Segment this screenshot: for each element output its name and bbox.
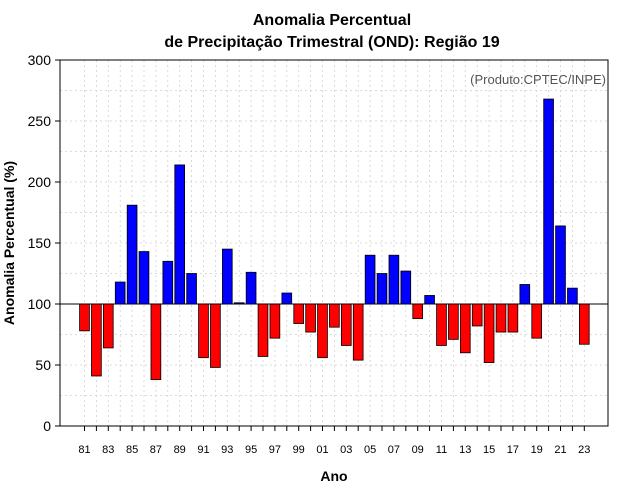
bar-06 [376,273,388,305]
bar-82 [91,303,102,377]
x-tick-label: 21 [554,444,566,456]
x-tick-label: 05 [364,444,376,456]
bar-83 [103,303,114,349]
bar-81 [79,303,90,332]
bar-15 [483,303,495,363]
bar-99 [293,303,304,324]
plot-frame [59,59,609,427]
y-tick-label: 300 [28,52,52,68]
bar-22 [567,287,578,305]
bar-13 [459,303,471,354]
x-tick-label: 15 [483,444,495,456]
bar-88 [162,260,174,305]
x-tick-label: 91 [197,444,209,456]
chart-title-line2: de Precipitação Trimestral (OND): Região… [164,34,499,51]
bar-86 [138,251,150,305]
x-tick-label: 93 [221,444,233,456]
x-tick-label: 99 [293,444,305,456]
y-axis-label: Anomalia Percentual (%) [1,161,17,325]
bar-97 [269,303,281,339]
x-tick-label: 13 [459,444,471,456]
x-tick-label: 85 [126,444,138,456]
bar-05 [364,254,376,305]
y-tick-label: 50 [35,357,51,373]
bar-96 [257,303,269,357]
bar-02 [329,303,340,328]
bar-18 [519,284,531,305]
bar-12 [448,303,459,340]
bar-93 [221,248,233,305]
bar-98 [281,292,293,305]
bar-21 [555,225,566,305]
bar-16 [495,303,507,333]
x-tick-label: 07 [388,444,400,456]
y-tick-label: 0 [43,418,51,434]
x-tick-label: 19 [531,444,543,456]
bar-92 [210,303,221,368]
bar-17 [507,303,519,333]
bar-20 [543,98,554,305]
bar-03 [340,303,352,346]
x-tick-label: 89 [174,444,186,456]
bar-95 [245,271,257,305]
bar-87 [150,303,162,381]
bar-11 [436,303,447,346]
y-axis-ticks: 0 50 100 150 200 250 300 [28,52,60,434]
bar-84 [114,281,126,305]
grid-lines [60,60,608,426]
bar-10 [424,295,435,305]
y-tick-label: 250 [28,113,52,129]
x-tick-label: 01 [316,444,328,456]
y-tick-label: 200 [28,174,52,190]
chart-title-line1: Anomalia Percentual [253,12,411,29]
x-axis-label: Ano [320,468,347,484]
bar-19 [531,303,542,339]
x-tick-label: 11 [436,444,447,456]
x-tick-label: 95 [245,444,257,456]
bar-90 [186,273,197,305]
source-note: (Produto:CPTEC/INPE) [470,72,606,87]
bar-85 [126,204,138,305]
bar-00 [305,303,316,333]
y-tick-label: 150 [28,235,52,251]
x-tick-label: 03 [340,444,352,456]
x-axis-ticks: 81 83 85 87 89 91 93 95 97 99 01 03 05 07 09 11 13 15 17 19… [78,426,590,456]
bar-01 [317,303,328,359]
bar-91 [198,303,209,359]
x-tick-label: 97 [269,444,281,456]
x-tick-label: 83 [102,444,114,456]
x-tick-label: 81 [78,444,90,456]
x-tick-label: 87 [150,444,162,456]
x-tick-label: 09 [412,444,424,456]
y-tick-label: 100 [28,296,52,312]
bar-04 [352,303,364,361]
bar-89 [174,164,186,305]
bar-07 [388,254,400,305]
bar-23 [579,303,590,345]
bar-14 [471,303,483,327]
x-tick-label: 23 [578,444,590,456]
bar-09 [412,303,423,320]
bar-08 [400,270,412,305]
bars-group [79,98,590,381]
x-tick-label: 17 [507,444,519,456]
